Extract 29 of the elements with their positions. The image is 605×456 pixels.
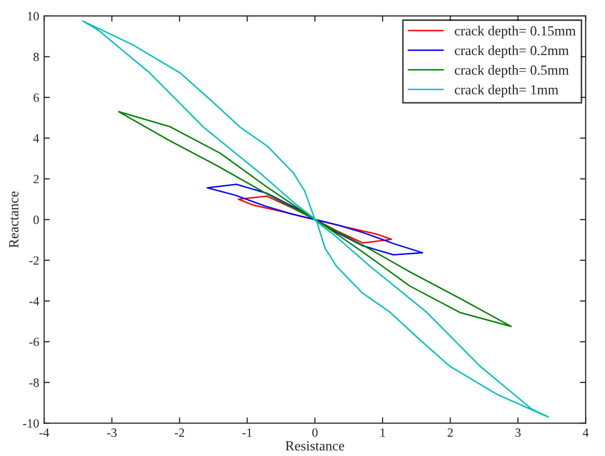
line-series	[118, 110, 512, 328]
x-tick-label: 1	[380, 428, 385, 437]
y-tick-label: -10	[23, 419, 39, 428]
legend-label: crack depth= 0.5mm	[454, 65, 569, 78]
y-tick-label: -8	[29, 378, 39, 387]
y-tick-label: 8	[34, 52, 39, 62]
y-tick-label: 0	[34, 216, 39, 224]
x-tick-label: -3	[107, 428, 117, 437]
x-tick-label: 2	[448, 428, 453, 437]
x-tick-label: -1	[242, 428, 252, 437]
x-tick-label: 3	[515, 428, 521, 437]
legend-label: crack depth= 1mm	[454, 84, 558, 98]
y-axis-title: Reactance	[9, 192, 18, 248]
y-tick-label: 4	[33, 134, 40, 142]
x-tick-label: 4	[582, 428, 589, 437]
y-tick-label: 10	[28, 12, 39, 20]
x-tick-label: -4	[39, 428, 50, 437]
x-tick-label: -2	[174, 428, 184, 437]
y-tick-label: 6	[34, 93, 39, 102]
y-tick-label: -2	[29, 256, 39, 265]
y-tick-label: -6	[29, 338, 39, 346]
x-tick-label: 0	[312, 428, 318, 437]
legend-label: crack depth= 0.15mm	[454, 26, 576, 38]
y-tick-label: 2	[34, 174, 39, 184]
line-series	[238, 195, 392, 244]
x-axis-title: Resistance	[286, 441, 344, 451]
legend-label: crack depth= 0.2mm	[454, 45, 569, 58]
line-series	[206, 184, 424, 256]
y-tick-label: -4	[29, 297, 40, 306]
